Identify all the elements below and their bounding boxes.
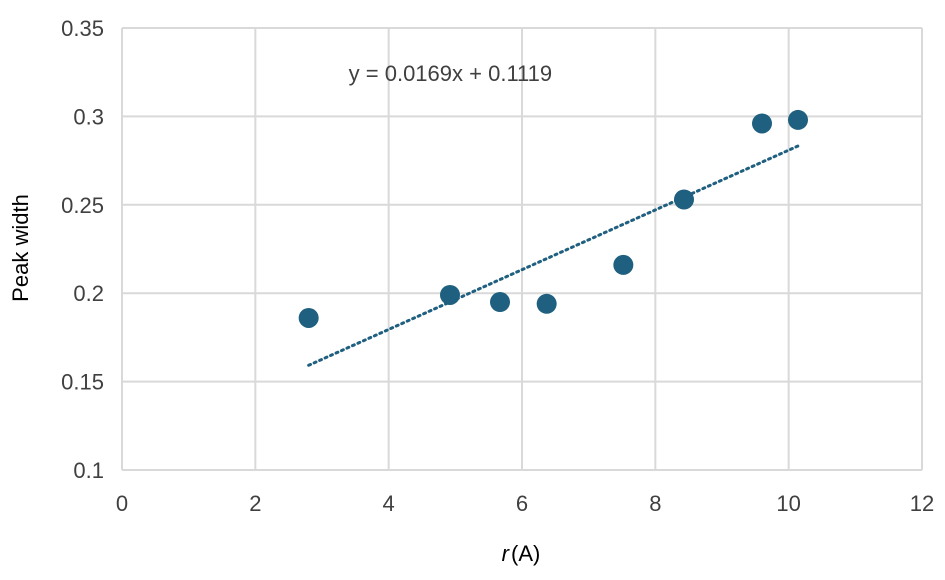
- y-tick-labels: 0.1 0.15 0.2 0.25 0.3 0.35: [61, 16, 104, 483]
- x-axis-label: r(A): [502, 541, 541, 566]
- x-tick-labels: 0 2 4 6 8 10 12: [116, 491, 934, 516]
- trendline-equation: y = 0.0169x + 0.1119: [349, 61, 552, 86]
- x-tick-label: 2: [249, 491, 261, 516]
- x-tick-label: 6: [516, 491, 528, 516]
- x-axis-label-italic: r: [502, 541, 511, 566]
- data-point: [536, 293, 557, 314]
- y-tick-label: 0.2: [73, 281, 104, 306]
- y-tick-label: 0.15: [61, 370, 104, 395]
- trendline: [307, 144, 800, 367]
- y-tick-label: 0.1: [73, 458, 104, 483]
- data-point: [674, 189, 694, 210]
- x-tick-label: 12: [910, 491, 934, 516]
- y-tick-label: 0.25: [61, 193, 104, 218]
- data-point: [490, 292, 510, 313]
- data-point: [440, 284, 460, 305]
- x-tick-label: 0: [116, 491, 128, 516]
- annotations: y = 0.0169x + 0.1119: [349, 61, 552, 86]
- trendline-group: [307, 144, 800, 367]
- x-tick-label: 8: [649, 491, 661, 516]
- y-tick-label: 0.3: [73, 104, 104, 129]
- x-axis-label-unit: (A): [511, 541, 540, 566]
- data-point: [298, 307, 319, 328]
- data-point: [788, 109, 808, 130]
- y-axis-label: Peak width: [8, 194, 33, 302]
- y-tick-label: 0.35: [61, 16, 104, 41]
- x-tick-label: 4: [383, 491, 395, 516]
- data-points: [298, 109, 808, 328]
- data-point: [613, 254, 634, 275]
- grid-lines: [121, 27, 923, 471]
- x-tick-label: 10: [776, 491, 800, 516]
- data-point: [752, 113, 772, 134]
